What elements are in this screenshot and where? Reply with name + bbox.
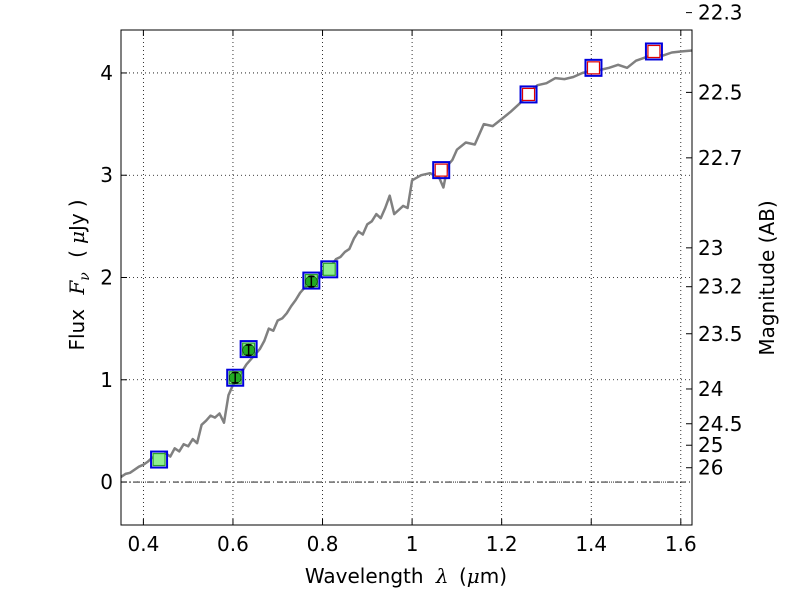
y-axis-title: Flux Fν (μJy) xyxy=(65,199,94,350)
grid-layer xyxy=(121,30,692,525)
magnitude-tick-label: 23 xyxy=(698,236,723,260)
model-square-inner xyxy=(586,61,601,75)
magnitude-tick-label: 24.5 xyxy=(698,412,743,436)
x-tick-label: 1 xyxy=(406,532,419,556)
y-tick-label: 2 xyxy=(100,266,113,290)
x-tick-label: 1.4 xyxy=(575,532,607,556)
y-tick-label: 4 xyxy=(100,61,113,85)
spectrum-layer xyxy=(120,49,693,478)
x-tick-label: 0.8 xyxy=(307,532,339,556)
x-tick-label: 0.4 xyxy=(127,532,159,556)
model-point-Y-band xyxy=(432,161,451,180)
model-point-K-band xyxy=(644,42,663,61)
model-square-inner xyxy=(434,163,448,177)
model-square-outer xyxy=(150,450,169,469)
magnitude-tick-label: 22.7 xyxy=(698,146,743,170)
magnitude-tick-label: 23.5 xyxy=(698,322,743,346)
model-square-outer xyxy=(239,340,258,359)
observed-point-r-obs xyxy=(228,371,242,384)
model-square-outer xyxy=(644,42,663,61)
model-point-J-band xyxy=(519,85,538,104)
x-tick-label: 1.6 xyxy=(665,532,697,556)
magnitude-tick-label: 22.5 xyxy=(698,80,743,104)
magnitude-tick-label: 24 xyxy=(698,377,723,401)
magnitude-tick-label: 25 xyxy=(698,433,723,457)
model-square-outer xyxy=(519,85,538,104)
y-tick-label: 1 xyxy=(100,368,113,392)
x-axis-title: Wavelength λ (μm) xyxy=(305,564,507,588)
model-point-u-band xyxy=(150,450,169,469)
model-square-outer xyxy=(584,58,603,77)
y-tick-label: 3 xyxy=(100,163,113,187)
ticks-layer xyxy=(121,12,692,525)
model-square-inner xyxy=(322,262,336,276)
model-point-z2-band xyxy=(320,260,339,279)
observed-point-z1-obs xyxy=(305,275,318,288)
y-tick-label: 0 xyxy=(100,470,113,494)
magnitude-tick-label: 23.2 xyxy=(698,275,743,299)
model-square-inner xyxy=(152,452,166,467)
model-square-outer xyxy=(302,271,321,290)
x-tick-label: 0.6 xyxy=(217,532,249,556)
model-square-inner xyxy=(521,87,536,102)
points-layer xyxy=(150,42,663,469)
magnitude-tick-label: 26 xyxy=(698,456,723,480)
x-tick-label: 1.2 xyxy=(486,532,518,556)
model-square-outer xyxy=(432,161,451,180)
spectrum-line xyxy=(120,49,693,478)
magnitude-tick-label: 22.3 xyxy=(698,1,743,25)
model-square-outer xyxy=(320,260,339,279)
observed-point-i-obs xyxy=(242,343,255,357)
model-square-inner xyxy=(647,44,661,59)
model-square-outer xyxy=(226,368,245,387)
y2-axis-title: Magnitude (AB) xyxy=(755,200,779,355)
model-point-H-band xyxy=(584,58,603,77)
tick-labels-layer: 0.4 0.6 0.8 1 1.2 1.4 1.60123422.322.522.72323… xyxy=(100,1,742,556)
